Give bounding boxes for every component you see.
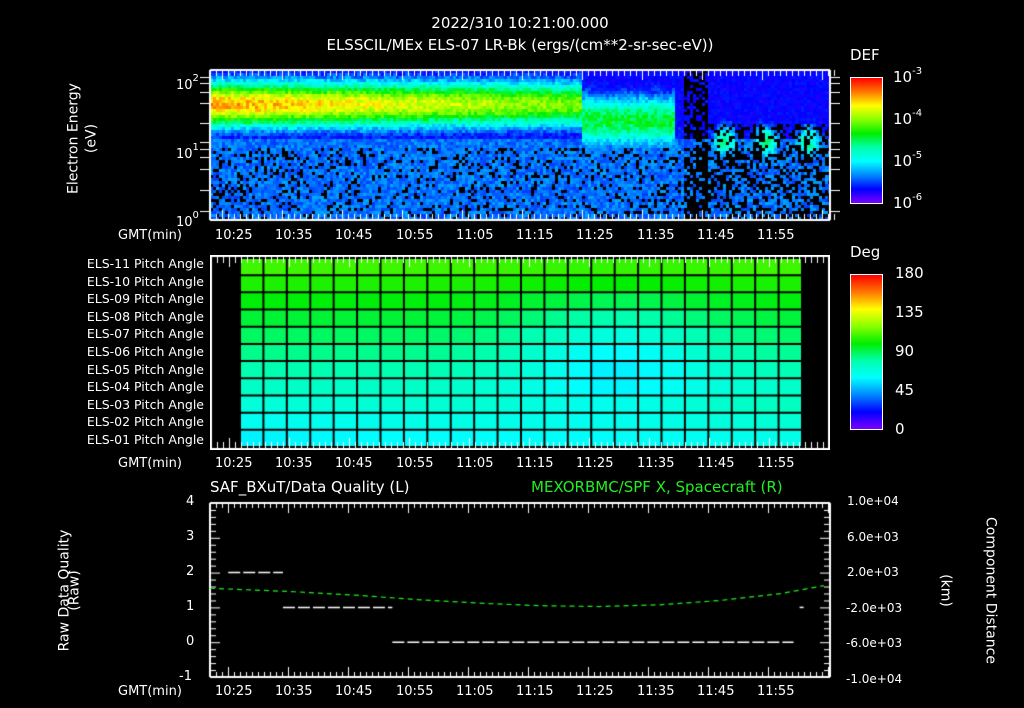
- pitch-angle-row-label: ELS-04 Pitch Angle: [86, 379, 204, 395]
- deg-tick-0: 0: [895, 420, 905, 438]
- energy-tick-10: 101: [176, 142, 199, 162]
- pitch-angle-row-label: ELS-08 Pitch Angle: [86, 308, 204, 324]
- time-tick-label: 10:25: [215, 684, 253, 699]
- energy-axis-unit-wrap: (eV): [84, 64, 101, 214]
- component-distance-tick: 2.0e+03: [847, 565, 899, 579]
- component-distance-axis-unit-wrap: (km): [937, 526, 954, 656]
- component-distance-tick: -1.0e+04: [846, 671, 903, 686]
- data-quality-tick: 2: [186, 564, 195, 579]
- time-tick-label: 11:55: [757, 228, 795, 243]
- data-quality-tick: -1: [179, 669, 192, 684]
- time-tick-label: 11:15: [516, 684, 554, 699]
- time-tick-label: 11:45: [697, 228, 735, 243]
- time-tick-label: 11:25: [576, 228, 614, 243]
- gmt-label-panel1: GMT(min): [118, 228, 182, 243]
- time-tick-label: 10:45: [335, 456, 373, 471]
- pitch-angle-row-label: ELS-11 Pitch Angle: [86, 256, 204, 271]
- def-tick-1e-5: 10-5: [893, 150, 923, 170]
- energy-tick-100: 102: [176, 73, 199, 93]
- energy-axis-label: Electron Energy: [66, 64, 83, 214]
- pitch-angle-row-label: ELS-02 Pitch Angle: [86, 414, 204, 430]
- def-tick-1e-6: 10-6: [893, 192, 923, 212]
- data-quality-axis-unit: (Raw): [66, 570, 83, 611]
- pitch-angle-plot[interactable]: [210, 255, 830, 450]
- time-tick-label: 10:25: [215, 456, 253, 471]
- data-quality-plot[interactable]: [200, 495, 840, 685]
- component-distance-tick: -6.0e+03: [846, 636, 903, 650]
- pitch-angle-row-label: ELS-09 Pitch Angle: [86, 291, 204, 307]
- data-quality-tick: 3: [186, 529, 195, 544]
- component-distance-axis-unit: (km): [937, 574, 954, 607]
- deg-tick-135: 135: [895, 303, 924, 321]
- time-tick-label: 10:55: [396, 456, 434, 471]
- spacecraft-title: MEXORBMC/SPF X, Spacecraft (R): [531, 478, 783, 496]
- gmt-label-panel2: GMT(min): [118, 456, 182, 471]
- deg-tick-90: 90: [895, 342, 915, 360]
- plot-datetime: 2022/310 10:21:00.000: [431, 14, 609, 32]
- time-tick-label: 10:45: [335, 684, 373, 699]
- time-tick-label: 11:45: [697, 684, 735, 699]
- time-tick-label: 10:55: [396, 228, 434, 243]
- time-tick-label: 10:45: [335, 228, 373, 243]
- time-tick-label: 11:25: [576, 456, 614, 471]
- component-distance-tick: 6.0e+03: [847, 529, 899, 544]
- component-distance-axis-label: Component Distance: [982, 501, 999, 681]
- data-quality-title: SAF_BXuT/Data Quality (L): [210, 478, 410, 496]
- time-tick-label: 11:05: [456, 456, 494, 471]
- energy-axes-ticks: [200, 65, 840, 225]
- time-tick-label: 11:55: [757, 684, 795, 699]
- time-tick-label: 11:25: [576, 684, 614, 699]
- gmt-label-panel3: GMT(min): [118, 684, 182, 699]
- time-tick-label: 11:15: [516, 228, 554, 243]
- deg-colorbar-title: Deg: [850, 243, 881, 261]
- component-distance-tick: 1.0e+04: [847, 494, 899, 508]
- pitch-angle-row-label: ELS-06 Pitch Angle: [86, 344, 204, 359]
- deg-colorbar: [850, 274, 883, 430]
- pitch-angle-row-label: ELS-07 Pitch Angle: [86, 326, 204, 342]
- time-tick-label: 10:35: [275, 456, 313, 471]
- energy-tick-1: 100: [176, 210, 199, 230]
- def-tick-1e-3: 10-3: [893, 66, 923, 86]
- data-quality-tick: 0: [186, 634, 195, 649]
- time-tick-label: 11:05: [456, 684, 494, 699]
- time-tick-label: 11:35: [637, 684, 675, 699]
- def-colorbar: [850, 77, 883, 204]
- plot-product-title: ELSSCIL/MEx ELS-07 LR-Bk (ergs/(cm**2-sr…: [326, 36, 714, 54]
- energy-axis-title: Electron Energy: [65, 83, 82, 194]
- pitch-angle-row-label: ELS-03 Pitch Angle: [86, 396, 204, 412]
- time-tick-label: 10:35: [275, 684, 313, 699]
- def-tick-1e-4: 10-4: [893, 108, 923, 128]
- data-quality-tick: 4: [186, 494, 195, 509]
- component-distance-tick: -2.0e+03: [846, 600, 903, 615]
- energy-axis-unit: (eV): [83, 123, 100, 154]
- time-tick-label: 11:15: [516, 456, 554, 471]
- def-colorbar-title: DEF: [850, 46, 880, 64]
- time-tick-label: 11:55: [757, 456, 795, 471]
- time-tick-label: 11:05: [456, 228, 494, 243]
- time-tick-label: 10:25: [215, 228, 253, 243]
- component-distance-axis-title: Component Distance: [982, 517, 999, 664]
- data-quality-axis-unit-wrap: (Raw): [67, 526, 84, 656]
- time-tick-label: 10:55: [396, 684, 434, 699]
- pitch-angle-row-label: ELS-10 Pitch Angle: [86, 273, 204, 289]
- time-tick-label: 11:35: [637, 228, 675, 243]
- deg-tick-180: 180: [895, 264, 924, 282]
- pitch-angle-row-label: ELS-05 Pitch Angle: [86, 361, 204, 377]
- data-quality-tick: 1: [186, 599, 195, 614]
- deg-tick-45: 45: [895, 381, 915, 399]
- time-tick-label: 11:35: [637, 456, 675, 471]
- time-tick-label: 10:35: [275, 228, 313, 243]
- pitch-angle-row-label: ELS-01 Pitch Angle: [86, 432, 204, 447]
- time-tick-label: 11:45: [697, 456, 735, 471]
